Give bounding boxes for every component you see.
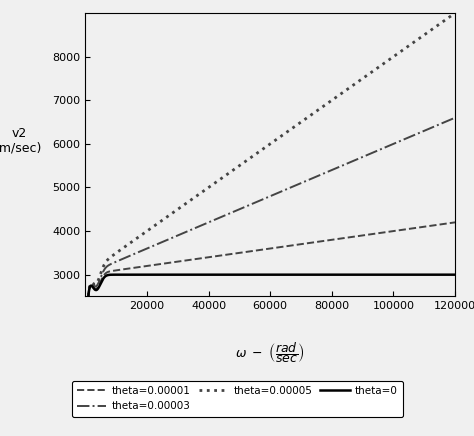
theta=0 xyxy=(140,272,146,277)
theta=0 xyxy=(175,272,181,277)
theta=0.00001 xyxy=(414,225,419,230)
theta=0.00003 xyxy=(174,233,180,238)
theta=0.00005 xyxy=(414,37,419,43)
theta=0.00001 xyxy=(111,268,117,273)
theta=0.00003 xyxy=(414,131,419,136)
theta=0 xyxy=(98,282,103,287)
theta=0.00003 xyxy=(98,275,103,280)
theta=0.00003 xyxy=(82,404,88,409)
theta=0.00003 xyxy=(319,171,325,177)
theta=0.00005 xyxy=(82,404,88,409)
Line: theta=0.00005: theta=0.00005 xyxy=(85,13,455,406)
theta=0.00005 xyxy=(98,271,103,276)
theta=0.00005 xyxy=(319,104,325,109)
theta=0.00005 xyxy=(174,207,180,212)
Text: v2
(m/sec): v2 (m/sec) xyxy=(0,126,43,155)
theta=0 xyxy=(415,272,420,277)
Line: theta=0: theta=0 xyxy=(85,275,455,406)
theta=0.00005 xyxy=(452,10,458,16)
theta=0 xyxy=(320,272,326,277)
theta=0.00001 xyxy=(98,279,103,285)
theta=0.00001 xyxy=(174,259,180,264)
theta=0.00003 xyxy=(452,115,458,120)
theta=0 xyxy=(82,404,88,409)
theta=0.00003 xyxy=(111,260,117,266)
theta=0.00005 xyxy=(111,252,117,257)
theta=0.00001 xyxy=(98,279,103,284)
theta=0.00001 xyxy=(319,238,325,244)
theta=0.00001 xyxy=(452,220,458,225)
theta=0 xyxy=(111,272,117,277)
theta=0.00005 xyxy=(98,272,103,277)
theta=0 xyxy=(452,272,458,277)
theta=0.00001 xyxy=(82,404,88,409)
Line: theta=0.00001: theta=0.00001 xyxy=(85,222,455,406)
theta=0 xyxy=(98,281,103,286)
Text: $\omega\ -\ \left(\dfrac{rad}{sec}\right)$: $\omega\ -\ \left(\dfrac{rad}{sec}\right… xyxy=(235,341,305,365)
Line: theta=0.00003: theta=0.00003 xyxy=(85,118,455,406)
Legend: theta=0.00001, theta=0.00003, theta=0.00005, theta=0: theta=0.00001, theta=0.00003, theta=0.00… xyxy=(72,381,403,417)
theta=0.00003 xyxy=(98,276,103,281)
